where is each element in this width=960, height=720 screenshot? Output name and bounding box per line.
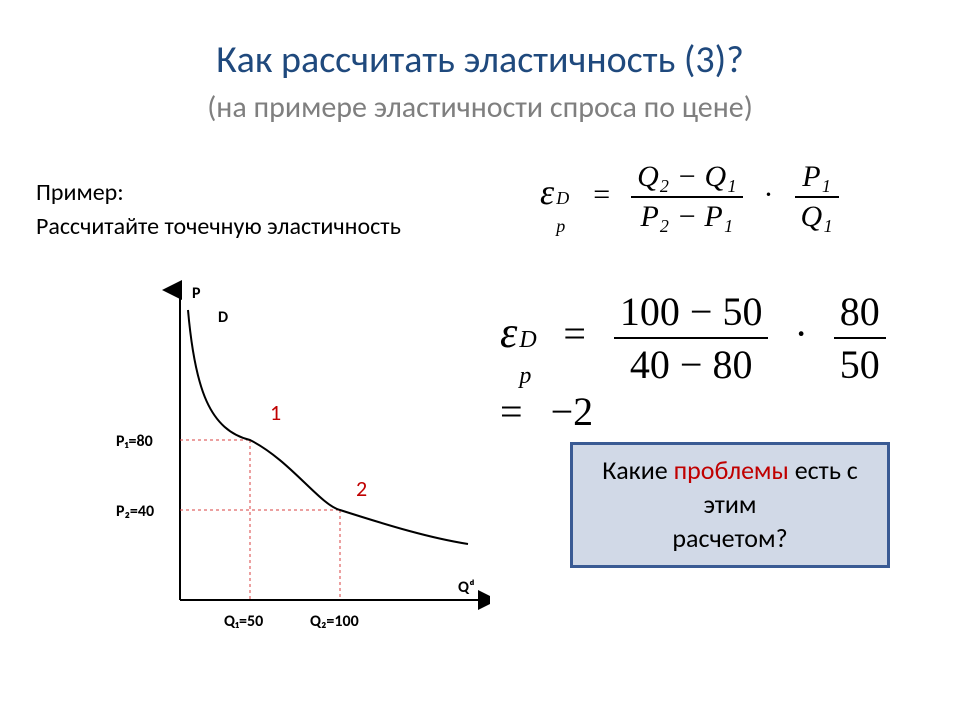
result-value: −2	[551, 389, 594, 434]
curve-label: D	[218, 308, 228, 327]
callout-post2: расчетом?	[672, 522, 787, 554]
callout-text: Какие проблемы есть с этим расчетом?	[581, 454, 879, 555]
demand-curve	[188, 310, 468, 544]
dot-2: ·	[794, 311, 807, 356]
frac1-den: P₂ − P₁	[631, 198, 742, 234]
frac2-den: Q₁	[795, 198, 839, 234]
title-main: Как рассчитать эластичность (3)?	[0, 38, 960, 84]
q2-label: Q₂=100	[310, 612, 359, 631]
eps2-sup: D	[519, 327, 536, 354]
slide: Как рассчитать эластичность (3)? (на при…	[0, 0, 960, 720]
chart-svg: P Qᵈ D P₁=80 P₂=40 Q₁=50 Q₂=100 1 2	[60, 280, 490, 650]
title-sub: (на примере эластичности спроса по цене)	[0, 88, 960, 127]
frac1-num: Q₂ − Q₁	[631, 160, 742, 198]
demand-chart: P Qᵈ D P₁=80 P₂=40 Q₁=50 Q₂=100 1 2	[60, 280, 490, 650]
dot: ·	[764, 178, 774, 211]
formula-general: εDp = Q₂ − Q₁ P₂ − P₁ · P₁ Q₁	[540, 160, 920, 250]
eps2-sub: p	[519, 363, 531, 390]
callout-pre: Какие	[602, 454, 673, 486]
frac-p-q: P₁ Q₁	[795, 160, 839, 234]
example-task: Рассчитайте точечную эластичность	[36, 212, 401, 241]
frac-dq-dp: Q₂ − Q₁ P₂ − P₁	[631, 160, 742, 234]
eps-sub: p	[556, 216, 565, 237]
frac-num-1: 100 − 50 40 − 80	[614, 288, 769, 388]
epsilon-symbol: ε	[540, 172, 554, 212]
fracn2-num: 80	[834, 288, 886, 339]
eq-sign-2b: =	[500, 389, 523, 434]
q1-label: Q₁=50	[224, 612, 263, 631]
example-label: Пример:	[36, 178, 124, 207]
callout-red: проблемы	[674, 454, 789, 486]
eq-sign: =	[593, 178, 610, 211]
fracn1-den: 40 − 80	[614, 339, 769, 388]
p1-label: P₁=80	[116, 432, 153, 451]
point1-label: 1	[270, 399, 281, 426]
point2-label: 2	[356, 475, 367, 502]
eq-sign-2a: =	[563, 311, 586, 356]
formula-numeric: εDp = 100 − 50 40 − 80 · 80 50 = −2	[500, 288, 930, 398]
p2-label: P₂=40	[116, 502, 154, 521]
fracn2-den: 50	[834, 339, 886, 388]
frac-num-2: 80 50	[834, 288, 886, 388]
x-axis-label: Qᵈ	[458, 578, 475, 597]
y-axis-label: P	[192, 284, 201, 303]
frac2-num: P₁	[795, 160, 839, 198]
fracn1-num: 100 − 50	[614, 288, 769, 339]
epsilon-symbol-2: ε	[500, 308, 517, 357]
title-block: Как рассчитать эластичность (3)? (на при…	[0, 38, 960, 127]
callout-box: Какие проблемы есть с этим расчетом?	[570, 442, 890, 568]
eps-sup: D	[556, 188, 569, 209]
